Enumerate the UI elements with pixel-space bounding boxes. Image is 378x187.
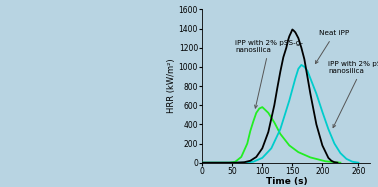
Y-axis label: HRR (kW/m²): HRR (kW/m²): [167, 59, 176, 113]
Text: iPP with 2% pSS-g-
nanosilica: iPP with 2% pSS-g- nanosilica: [235, 40, 303, 108]
X-axis label: Time (s): Time (s): [265, 177, 307, 186]
Text: iPP with 2% pSS-g-
nanosilica: iPP with 2% pSS-g- nanosilica: [328, 61, 378, 128]
Text: Neat iPP: Neat iPP: [315, 30, 350, 64]
